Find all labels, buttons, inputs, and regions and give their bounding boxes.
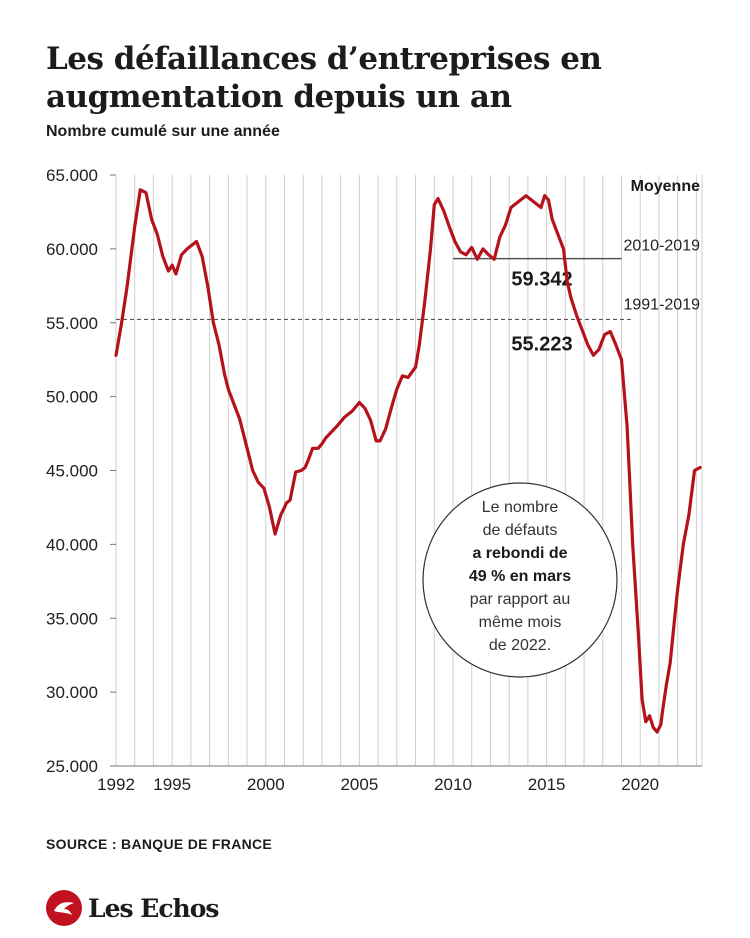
x-tick-label: 1992 bbox=[97, 775, 135, 794]
y-tick-label: 55.000 bbox=[46, 314, 98, 333]
y-tick-label: 30.000 bbox=[46, 683, 98, 702]
chart-subtitle: Nombre cumulé sur une année bbox=[46, 123, 280, 140]
annotation-line: Le nombre bbox=[482, 499, 559, 516]
les-echos-logo bbox=[46, 890, 82, 926]
y-tick-label: 50.000 bbox=[46, 388, 98, 407]
y-tick-label: 35.000 bbox=[46, 609, 98, 628]
brand: Les Echos bbox=[46, 888, 219, 928]
annotation-line: a rebondi de bbox=[472, 545, 567, 562]
source-note: SOURCE : BANQUE DE FRANCE bbox=[46, 836, 273, 852]
x-tick-label: 2015 bbox=[528, 775, 566, 794]
reference-header: Moyenne bbox=[631, 178, 700, 195]
reference-value: 55.223 bbox=[511, 333, 572, 355]
x-tick-label: 2020 bbox=[621, 775, 659, 794]
y-tick-label: 25.000 bbox=[46, 757, 98, 776]
brand-name: Les Echos bbox=[88, 893, 219, 923]
annotation-line: par rapport au bbox=[470, 591, 571, 608]
x-tick-label: 2005 bbox=[340, 775, 378, 794]
y-tick-label: 45.000 bbox=[46, 462, 98, 481]
series-line bbox=[114, 188, 702, 734]
annotation-line: de 2022. bbox=[489, 637, 551, 654]
annotation-line: 49 % en mars bbox=[469, 568, 571, 585]
bird-icon bbox=[54, 902, 74, 915]
line-chart: 25.000 30.000 35.000 40.000 45.000 50.000 55.0… bbox=[46, 166, 703, 794]
annotation-callout bbox=[422, 482, 618, 678]
y-tick-label: 40.000 bbox=[46, 535, 98, 554]
x-tick-label: 1995 bbox=[153, 775, 191, 794]
y-tick-label: 65.000 bbox=[46, 166, 98, 185]
reference-label: 1991-2019 bbox=[623, 296, 700, 313]
reference-label: 2010-2019 bbox=[623, 238, 700, 255]
x-tick-label: 2010 bbox=[434, 775, 472, 794]
y-tick-label: 60.000 bbox=[46, 240, 98, 259]
x-tick-label: 2000 bbox=[247, 775, 285, 794]
annotation-line: même mois bbox=[479, 614, 562, 631]
chart-title: Les défaillances d’entreprises en augmen… bbox=[46, 41, 602, 115]
reference-value: 59.342 bbox=[511, 269, 572, 291]
annotation-line: de défauts bbox=[483, 522, 558, 539]
